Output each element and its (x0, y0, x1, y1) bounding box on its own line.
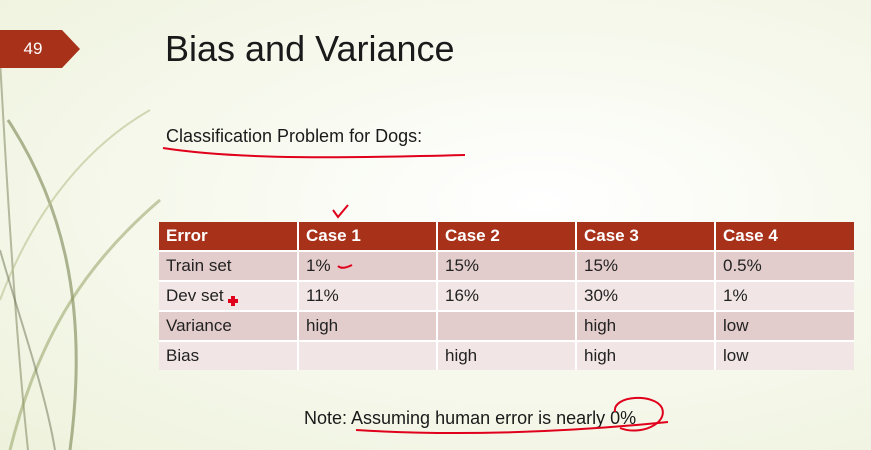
table-cell (437, 310, 577, 341)
table-cell: 11% (298, 280, 438, 311)
table-cell: 30% (576, 280, 716, 311)
row-label: Dev set (159, 280, 299, 311)
table-cell: 16% (437, 280, 577, 311)
table-cell: high (298, 310, 438, 341)
header-case-4: Case 4 (715, 222, 854, 251)
slide-title: Bias and Variance (165, 28, 455, 69)
table-cell: 15% (576, 250, 716, 281)
table-cell: high (576, 310, 716, 341)
table-header-row: Error Case 1 Case 2 Case 3 Case 4 (159, 222, 854, 251)
table-cell: 1% (715, 280, 854, 311)
slide-number-badge: 49 (0, 30, 80, 68)
table-cell: high (576, 340, 716, 370)
table-row: Variance high high low (159, 310, 854, 341)
slide-number: 49 (23, 39, 43, 58)
table-cell: high (437, 340, 577, 370)
table-cell (298, 340, 438, 370)
table-cell: 15% (437, 250, 577, 281)
table-cell: low (715, 340, 854, 370)
table-row: Bias high high low (159, 340, 854, 370)
header-case-3: Case 3 (576, 222, 716, 251)
header-case-2: Case 2 (437, 222, 577, 251)
header-error: Error (159, 222, 299, 251)
error-table: Error Case 1 Case 2 Case 3 Case 4 Train … (159, 222, 854, 370)
table-cell: low (715, 310, 854, 341)
row-label: Train set (159, 250, 299, 281)
table-cell: 1% (298, 250, 438, 281)
slide-subtitle: Classification Problem for Dogs: (166, 126, 423, 146)
row-label: Bias (159, 340, 299, 370)
table-cell: 0.5% (715, 250, 854, 281)
note-text: Note: Assuming human error is nearly 0% (304, 408, 637, 428)
header-case-1: Case 1 (298, 222, 438, 251)
table-row: Dev set 11% 16% 30% 1% (159, 280, 854, 311)
row-label: Variance (159, 310, 299, 341)
table-row: Train set 1% 15% 15% 0.5% (159, 250, 854, 281)
